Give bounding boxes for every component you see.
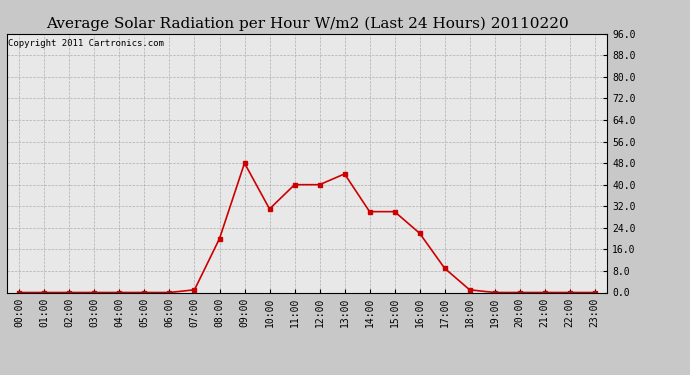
Title: Average Solar Radiation per Hour W/m2 (Last 24 Hours) 20110220: Average Solar Radiation per Hour W/m2 (L…: [46, 17, 569, 31]
Text: Copyright 2011 Cartronics.com: Copyright 2011 Cartronics.com: [8, 39, 164, 48]
